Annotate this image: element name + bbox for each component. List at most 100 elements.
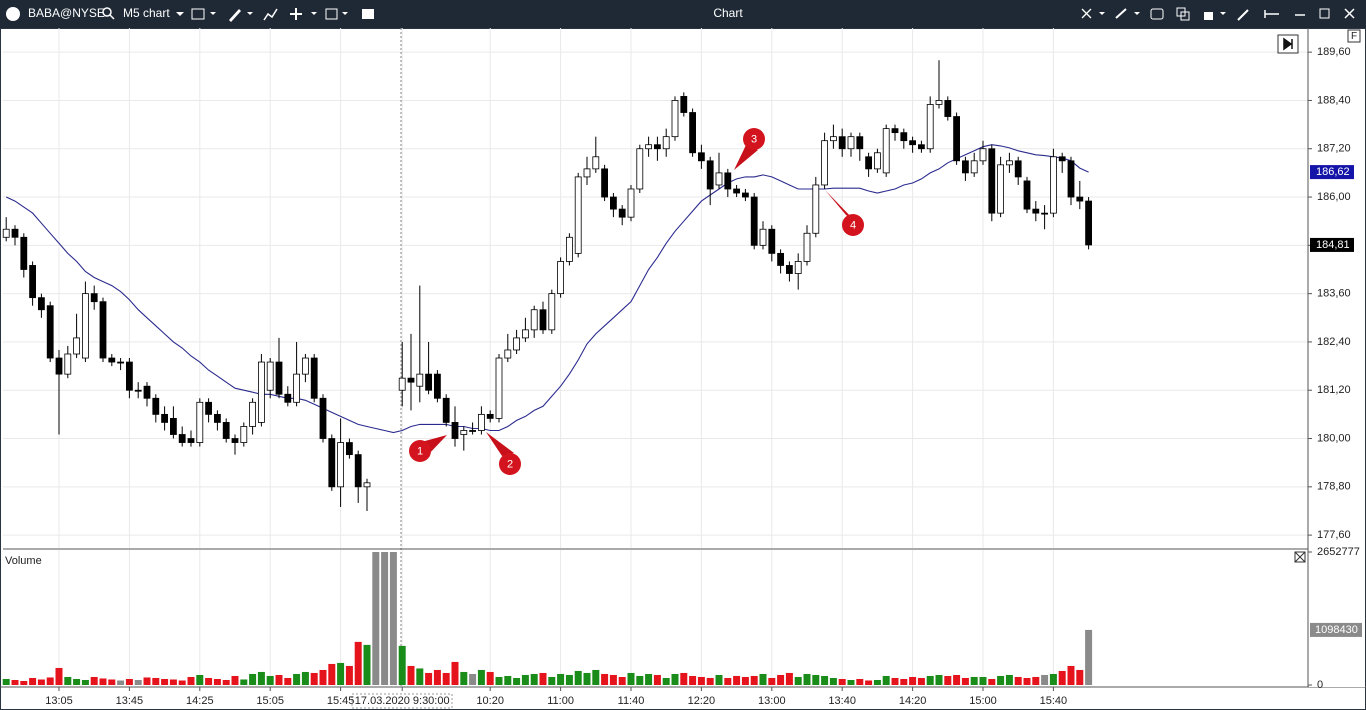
layout-icon[interactable] xyxy=(362,9,374,19)
volume-bar xyxy=(873,679,881,685)
candle-body xyxy=(803,232,811,262)
volume-bar xyxy=(425,672,433,685)
candle-body xyxy=(706,160,714,190)
candle-body xyxy=(601,168,608,198)
candle-body xyxy=(1041,212,1048,215)
maximize[interactable] xyxy=(1319,8,1330,19)
close-pane[interactable] xyxy=(1294,551,1306,563)
volume-bar xyxy=(706,677,714,685)
close[interactable] xyxy=(1344,8,1355,19)
dropdown[interactable] xyxy=(1134,12,1140,15)
candle-body xyxy=(574,176,582,254)
pin-icon[interactable] xyxy=(1264,10,1279,18)
link-icon[interactable] xyxy=(1115,8,1127,19)
dropdown[interactable] xyxy=(1220,12,1226,15)
axes: 189,60188,40187,20186,00184,80183,60182,… xyxy=(45,46,1362,707)
annotation-pointer xyxy=(825,190,856,222)
candle-body xyxy=(354,454,362,488)
x-tick-label: 10:20 xyxy=(476,695,504,707)
candle-body xyxy=(1058,156,1066,162)
volume-bar xyxy=(680,672,688,685)
candle-body xyxy=(187,438,195,443)
dropdown[interactable] xyxy=(311,12,317,15)
draw-icon[interactable] xyxy=(229,9,241,22)
volume-bar xyxy=(293,673,301,685)
candle-body xyxy=(689,112,696,154)
annotation-pointer xyxy=(486,432,514,456)
volume-bar xyxy=(328,663,336,685)
timeframe[interactable]: M5 chart xyxy=(123,6,170,20)
search-icon[interactable] xyxy=(102,7,112,17)
candle-body xyxy=(161,413,169,423)
volume-bar xyxy=(759,673,767,685)
volume-bar xyxy=(275,674,283,685)
candle-body xyxy=(997,164,1004,214)
x-tick-label: 15:40 xyxy=(1040,695,1068,707)
candle-body xyxy=(442,397,450,423)
dropdown[interactable] xyxy=(1099,12,1105,15)
candle-body xyxy=(900,132,908,142)
price-tag-label: 184,81 xyxy=(1316,239,1350,251)
candle-body xyxy=(143,385,151,399)
dropdown[interactable] xyxy=(247,12,253,15)
chart-type-icon[interactable] xyxy=(191,8,205,20)
volume-bar xyxy=(812,674,820,685)
candle-body xyxy=(301,357,309,375)
volume-bar xyxy=(416,668,424,685)
panel-button[interactable] xyxy=(1347,29,1361,43)
screenshot-icon[interactable] xyxy=(1150,8,1164,20)
candle-body xyxy=(838,136,846,150)
symbol[interactable]: BABA@NYSE xyxy=(28,6,105,20)
template-icon[interactable] xyxy=(325,8,338,20)
dropdown[interactable] xyxy=(210,12,216,15)
volume-bar xyxy=(161,678,169,685)
candle-body xyxy=(794,261,802,274)
volume-bar xyxy=(768,677,776,685)
volume-bar xyxy=(689,675,697,685)
add-icon[interactable] xyxy=(290,8,302,20)
candle-body xyxy=(557,261,564,295)
volume-bar xyxy=(55,667,63,685)
lock-icon[interactable] xyxy=(1204,12,1213,20)
panel-button-label[interactable]: F xyxy=(1351,31,1357,42)
volume-bar xyxy=(715,674,723,685)
volume-bar xyxy=(152,677,160,685)
tool-icon[interactable] xyxy=(1081,8,1092,19)
volume-bar xyxy=(953,674,961,685)
x-tick-label: 13:05 xyxy=(45,695,73,707)
dropdown[interactable] xyxy=(342,12,348,15)
candle-body xyxy=(812,184,820,234)
volume-bar xyxy=(64,676,72,685)
indicator-icon[interactable] xyxy=(263,8,278,21)
app-icon[interactable] xyxy=(6,7,20,21)
volume-bar xyxy=(583,672,591,685)
volume-bar xyxy=(451,661,459,685)
toolbar: BABA@NYSE M5 chart Chart xyxy=(0,0,1366,28)
y-tick-label: 180,00 xyxy=(1317,432,1351,444)
volume-bar xyxy=(530,673,538,685)
volume-bar xyxy=(724,677,732,685)
annotation: 4 xyxy=(825,190,864,236)
dropdown[interactable] xyxy=(176,12,184,16)
candle-body xyxy=(830,136,837,142)
candle-body xyxy=(618,208,626,218)
candle-body xyxy=(416,373,424,387)
moving-average xyxy=(5,144,1089,434)
volume-bar xyxy=(442,672,450,685)
volume-bar xyxy=(961,677,969,685)
candle-body xyxy=(742,192,749,198)
volume-bar xyxy=(636,675,644,685)
volume-bar xyxy=(865,680,873,685)
candle-body xyxy=(768,228,776,254)
settings-icon[interactable] xyxy=(1237,9,1249,21)
volume-bar xyxy=(90,676,98,685)
volume-bar xyxy=(882,675,890,685)
y-tick-label: 186,00 xyxy=(1317,191,1351,203)
volume-bar xyxy=(345,665,353,685)
candle-body xyxy=(698,152,705,162)
volume-bar xyxy=(29,677,37,685)
candle-body xyxy=(539,309,547,331)
volume-bar xyxy=(662,677,670,685)
volume-bar xyxy=(1085,629,1093,685)
